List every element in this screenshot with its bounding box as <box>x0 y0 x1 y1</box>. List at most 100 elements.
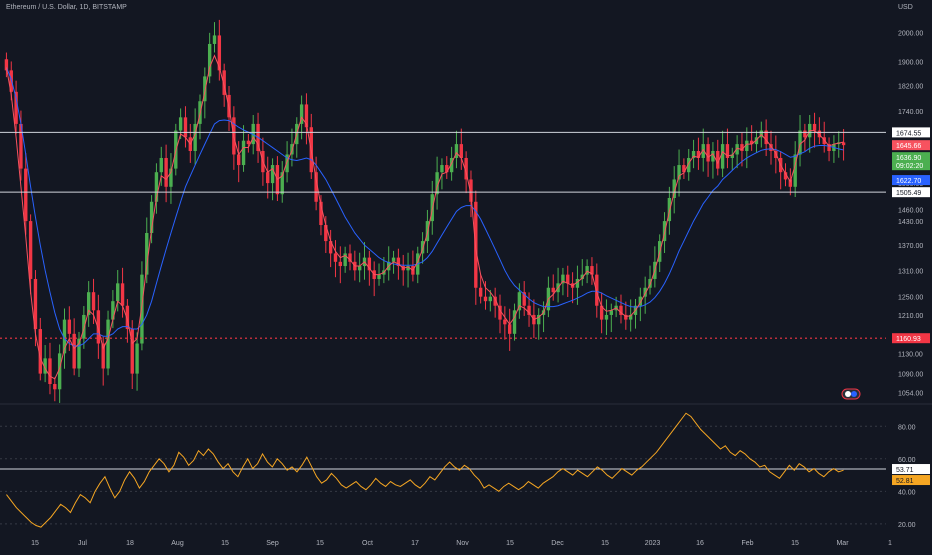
price-tick-label: 1370.00 <box>898 243 923 250</box>
time-tick-label: 16 <box>696 540 704 547</box>
candle-body <box>319 201 323 226</box>
candle-body <box>169 168 173 187</box>
price-label-text: 1636.90 <box>896 155 921 162</box>
candles <box>4 19 846 403</box>
candle-body <box>246 140 251 145</box>
rsi-label-box <box>892 464 930 475</box>
horizontal-lines[interactable] <box>0 131 886 470</box>
candle-body <box>357 266 362 271</box>
candle-body <box>687 157 691 173</box>
candle-body <box>43 358 47 374</box>
candle-body <box>207 43 212 77</box>
candle-body <box>677 165 681 180</box>
candle-body <box>788 179 793 187</box>
ma-slow-line <box>5 67 844 347</box>
candle-body <box>159 157 163 173</box>
candle-body <box>566 274 570 284</box>
price-label-text: 1160.93 <box>896 336 921 343</box>
time-tick-label: 1 <box>888 540 892 547</box>
candle-body <box>237 154 241 166</box>
candle-body <box>643 287 647 297</box>
rsi-label-text: 53.71 <box>896 467 914 474</box>
time-tick-label: Oct <box>362 540 373 547</box>
candle-body <box>203 76 207 102</box>
candle-body <box>435 172 439 195</box>
candle-body <box>135 343 139 374</box>
candle-body <box>130 329 134 374</box>
candle-body <box>745 140 749 151</box>
price-label-box <box>892 175 930 186</box>
price-label-text: 1674.55 <box>896 130 921 137</box>
candle-body <box>798 130 802 155</box>
candle-body <box>28 221 33 279</box>
flag-icon[interactable] <box>841 388 861 400</box>
candle-body <box>164 157 168 187</box>
candle-body <box>725 144 730 158</box>
candle-body <box>19 123 23 169</box>
candle-body <box>604 314 609 320</box>
candle-body <box>304 104 309 128</box>
price-label-text: 09:02:20 <box>896 163 923 170</box>
candle-body <box>280 172 284 195</box>
time-tick-label: Dec <box>551 540 564 547</box>
candle-body <box>24 168 28 222</box>
candle-body <box>638 296 643 306</box>
time-tick-label: 15 <box>506 540 514 547</box>
rsi-axis[interactable]: 80.00 60.00 40.00 20.00 <box>898 424 916 529</box>
candle-body <box>299 104 304 124</box>
candle-body <box>561 274 565 284</box>
candle-body <box>478 287 483 297</box>
candle-body <box>91 292 96 311</box>
candle-body <box>328 241 333 254</box>
candle-body <box>57 353 62 390</box>
candle-body <box>609 310 613 315</box>
time-tick-label: 15 <box>601 540 609 547</box>
candle-body <box>96 310 101 344</box>
candle-body <box>483 296 488 302</box>
candle-body <box>749 140 754 145</box>
candle-body <box>817 130 822 138</box>
candle-body <box>720 144 725 169</box>
time-tick-label: Feb <box>741 540 753 547</box>
candle-body <box>459 144 463 158</box>
candle-body <box>420 241 425 254</box>
candle-body <box>285 154 289 173</box>
candle-body <box>454 144 459 158</box>
time-tick-label: 15 <box>31 540 39 547</box>
candle-body <box>493 296 497 306</box>
candle-body <box>449 157 454 173</box>
candle-body <box>624 314 628 320</box>
rsi-tick-label: 80.00 <box>898 424 916 431</box>
time-axis[interactable]: 15 Jul 18 Aug 15 Sep 15 Oct 17 Nov 15 Dec 15 2023 16 Fe… <box>31 540 892 547</box>
candle-body <box>740 144 744 151</box>
time-tick-label: 18 <box>126 540 134 547</box>
time-tick-label: 2023 <box>645 540 661 547</box>
flag-icon-dot <box>845 391 851 397</box>
price-label-box <box>892 187 930 198</box>
rsi-line <box>6 412 844 528</box>
time-tick-label: 15 <box>221 540 229 547</box>
time-tick-label: 15 <box>316 540 324 547</box>
price-label-text: 1505.49 <box>896 190 921 197</box>
rsi-tick-label: 40.00 <box>898 489 916 496</box>
candle-body <box>619 305 623 315</box>
candle-body <box>38 329 42 374</box>
candle-body <box>841 142 846 146</box>
candle-body <box>338 261 343 267</box>
ma-fast-line <box>5 54 844 380</box>
candle-body <box>4 59 9 71</box>
candle-body <box>682 165 686 173</box>
candle-body <box>590 266 594 275</box>
candle-body <box>696 150 701 158</box>
price-tick-label: 1210.00 <box>898 313 923 320</box>
price-tick-label: 1820.00 <box>898 84 923 91</box>
candle-body <box>527 305 531 315</box>
candle-body <box>498 305 502 320</box>
price-tick-label: 1430.00 <box>898 219 923 226</box>
candle-body <box>793 154 797 187</box>
time-tick-label: 15 <box>791 540 799 547</box>
candle-body <box>585 266 589 275</box>
